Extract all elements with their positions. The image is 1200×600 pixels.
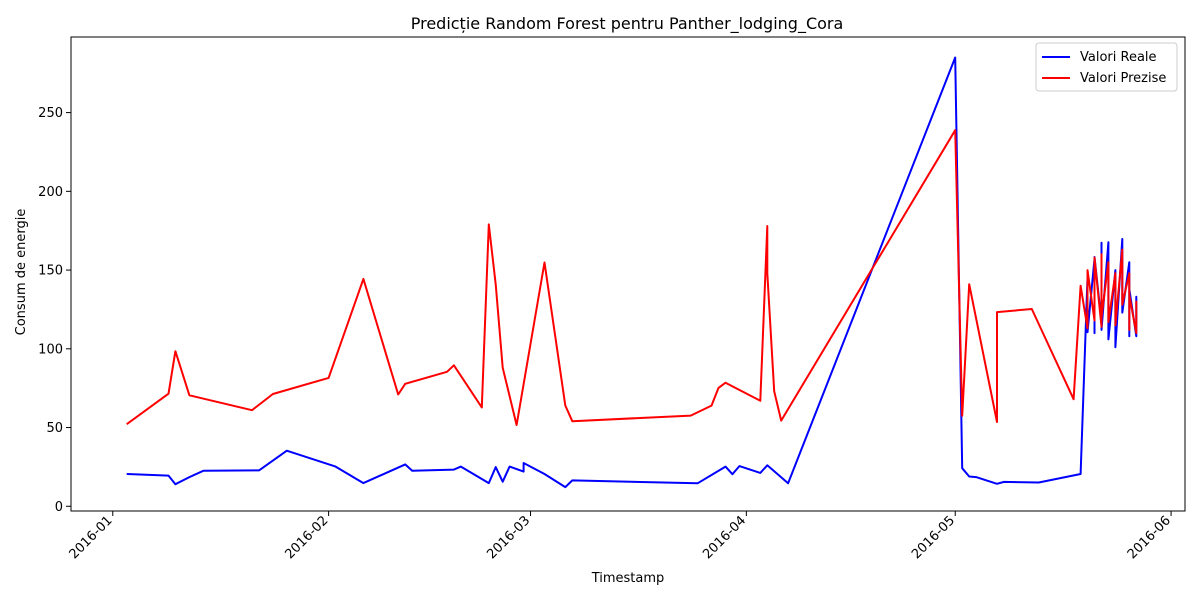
y-tick-label: 200 (38, 185, 63, 200)
x-tick-label: 2016-04 (700, 513, 749, 562)
y-tick-label: 150 (38, 264, 63, 279)
series-line-valori-prezise (126, 129, 1138, 426)
legend-box (1035, 42, 1178, 92)
y-axis-ticks: 0 50 100 150 200 250 (38, 106, 71, 515)
plot-area-frame (70, 36, 1186, 512)
y-tick-label: 0 (55, 500, 63, 515)
legend-label-valori-prezise: Valori Prezise (1080, 71, 1166, 86)
y-axis-label: Consum de energie (14, 209, 29, 336)
x-tick-label: 2016-05 (909, 513, 958, 562)
y-tick-label: 50 (46, 421, 63, 436)
y-tick-label: 250 (38, 106, 63, 121)
series-line-valori-reale (126, 56, 1138, 489)
x-tick-label: 2016-01 (67, 513, 116, 562)
x-tick-label: 2016-06 (1125, 513, 1174, 562)
x-axis-label: Timestamp (591, 571, 665, 586)
x-axis-ticks: 2016-01 2016-02 2016-03 2016-04 2016-05 2016-… (67, 511, 1174, 562)
x-tick-label: 2016-03 (484, 513, 533, 562)
x-tick-label: 2016-02 (282, 513, 331, 562)
legend-label-valori-reale: Valori Reale (1080, 50, 1157, 65)
chart-title: Predicție Random Forest pentru Panther_l… (411, 14, 844, 34)
legend: Valori Reale Valori Prezise (1035, 42, 1178, 92)
series-layer (126, 56, 1138, 489)
y-tick-label: 100 (38, 342, 63, 357)
